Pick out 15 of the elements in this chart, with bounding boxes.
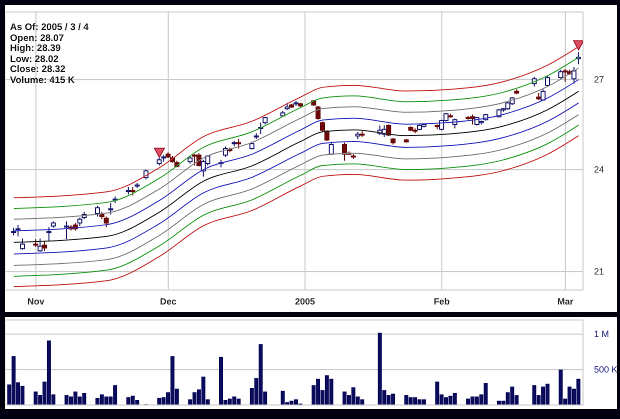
x-tick-label: Feb: [434, 296, 450, 306]
x-tick-label: 2005: [295, 296, 316, 306]
y-tick-label: 1 M: [594, 329, 610, 340]
x-tick-label: Nov: [27, 296, 44, 306]
x-tick-label: Mar: [557, 296, 574, 306]
annotation: Low: 28.02: [10, 54, 60, 65]
y-tick-label: 24: [594, 164, 604, 175]
y-tick-label: 21: [594, 266, 604, 277]
x-tick-label: Dec: [160, 296, 177, 306]
annotation: Close: 28.32: [10, 64, 66, 76]
y-tick-label: 27: [594, 74, 604, 85]
annotation: High: 28.39: [10, 43, 62, 54]
annotation: Open: 28.07: [10, 32, 65, 44]
annotation: Volume: 415 K: [10, 74, 76, 86]
annotation: As Of: 2005 / 3 / 4: [10, 22, 89, 34]
